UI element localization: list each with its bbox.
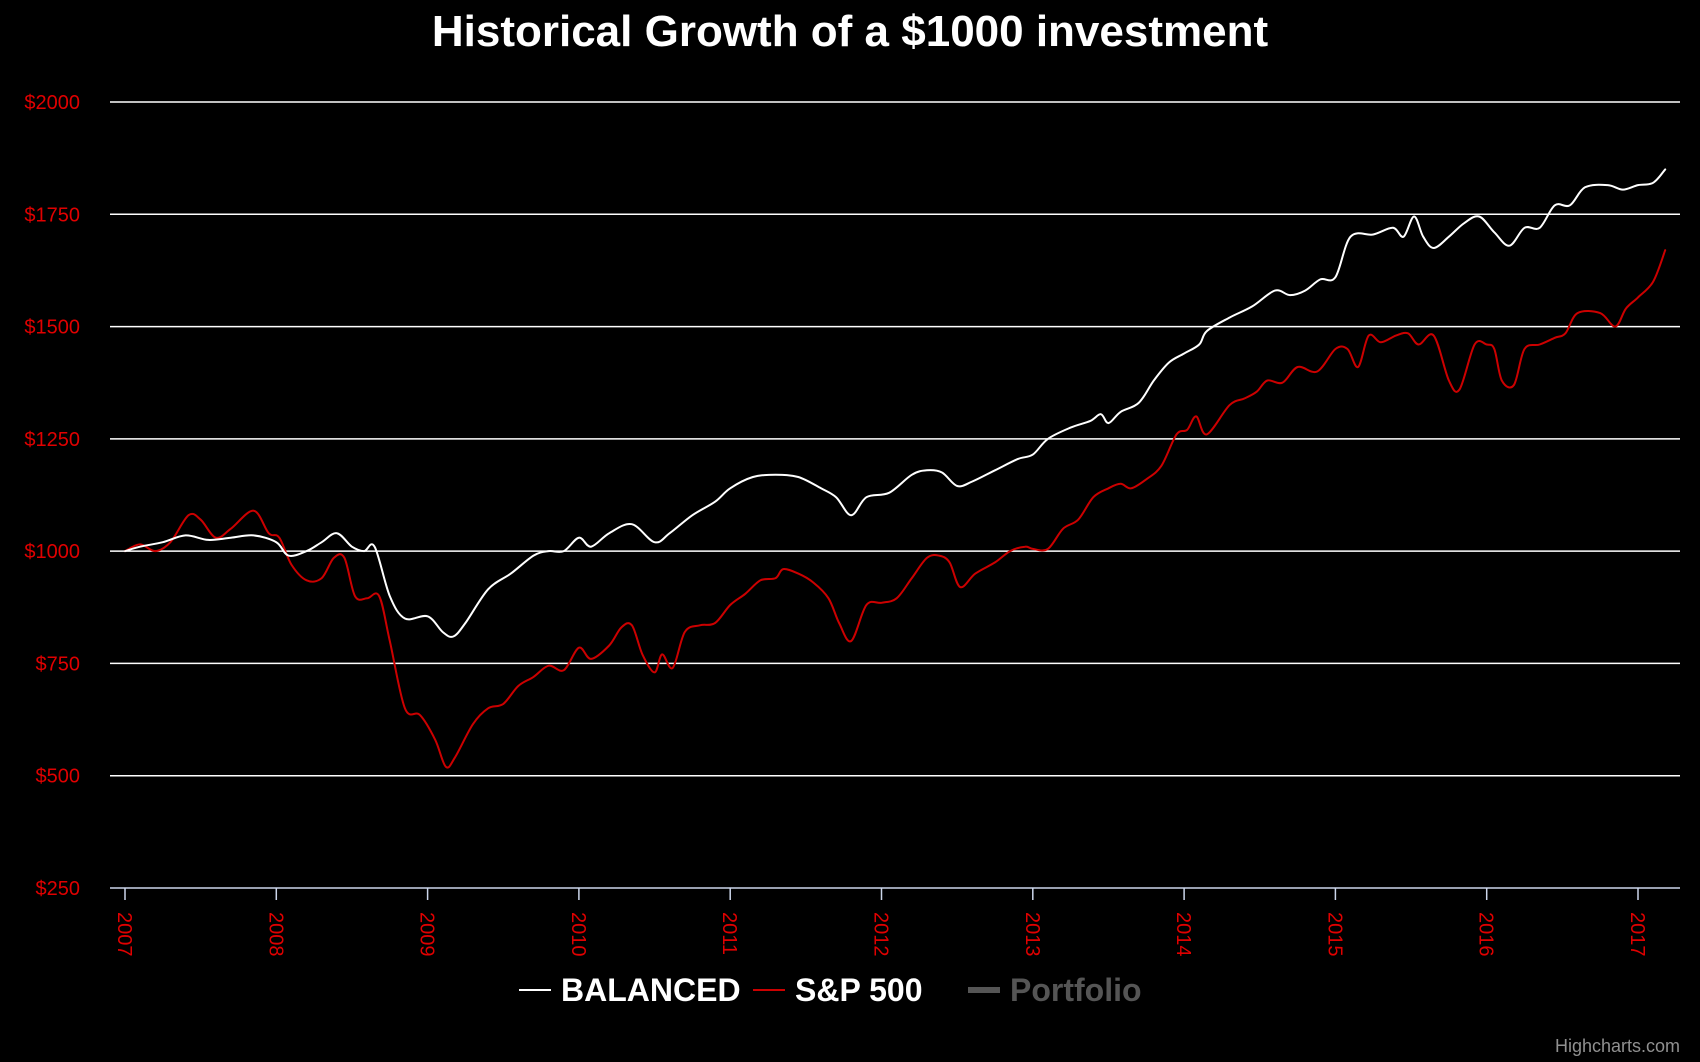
y-tick-label-1500: $1500 <box>24 317 80 339</box>
legend-label-portfolio: Portfolio <box>1010 972 1142 1008</box>
legend: BALANCED S&P 500 Portfolio <box>519 972 1142 1008</box>
chart-title: Historical Growth of a $1000 investment <box>432 7 1269 56</box>
legend-item-balanced[interactable]: BALANCED <box>519 972 741 1008</box>
x-tick-label-2015: 2015 <box>1323 912 1345 957</box>
x-tick-label-2008: 2008 <box>264 912 286 957</box>
x-tick-label-2017: 2017 <box>1626 912 1648 957</box>
x-tick-label-2007: 2007 <box>113 912 135 957</box>
y-axis: $250 $500 $750 $1000 $1250 $1500 $1750 $2000 <box>24 92 80 900</box>
legend-item-s-p-500[interactable]: S&P 500 <box>753 972 923 1008</box>
y-tick-label-750: $750 <box>36 653 81 675</box>
x-tick-label-2014: 2014 <box>1172 912 1194 957</box>
y-tick-label-1750: $1750 <box>24 204 80 226</box>
grid-lines <box>110 101 1680 777</box>
series-line-balanced[interactable] <box>124 168 1667 638</box>
legend-label-balanced: BALANCED <box>561 972 741 1008</box>
series-line-s-p-500[interactable] <box>124 249 1667 769</box>
legend-label-s-p-500: S&P 500 <box>795 972 923 1008</box>
y-tick-label-1000: $1000 <box>24 541 80 563</box>
x-tick-label-2009: 2009 <box>416 912 438 957</box>
y-tick-label-500: $500 <box>36 766 81 788</box>
highcharts-credit[interactable]: Highcharts.com <box>1555 1036 1680 1056</box>
x-tick-label-2011: 2011 <box>718 912 740 955</box>
y-tick-label-250: $250 <box>36 878 81 900</box>
series-lines <box>124 168 1667 769</box>
x-tick-label-2016: 2016 <box>1475 912 1497 957</box>
x-axis: 2007 2008 2009 2010 2011 2012 2013 2014 2015 2016… <box>110 887 1680 957</box>
y-tick-label-2000: $2000 <box>24 92 80 114</box>
x-tick-label-2010: 2010 <box>567 912 589 957</box>
x-tick-label-2013: 2013 <box>1021 912 1043 957</box>
x-tick-label-2012: 2012 <box>870 912 892 957</box>
y-tick-label-1250: $1250 <box>24 429 80 451</box>
legend-item-portfolio[interactable]: Portfolio <box>968 972 1142 1008</box>
